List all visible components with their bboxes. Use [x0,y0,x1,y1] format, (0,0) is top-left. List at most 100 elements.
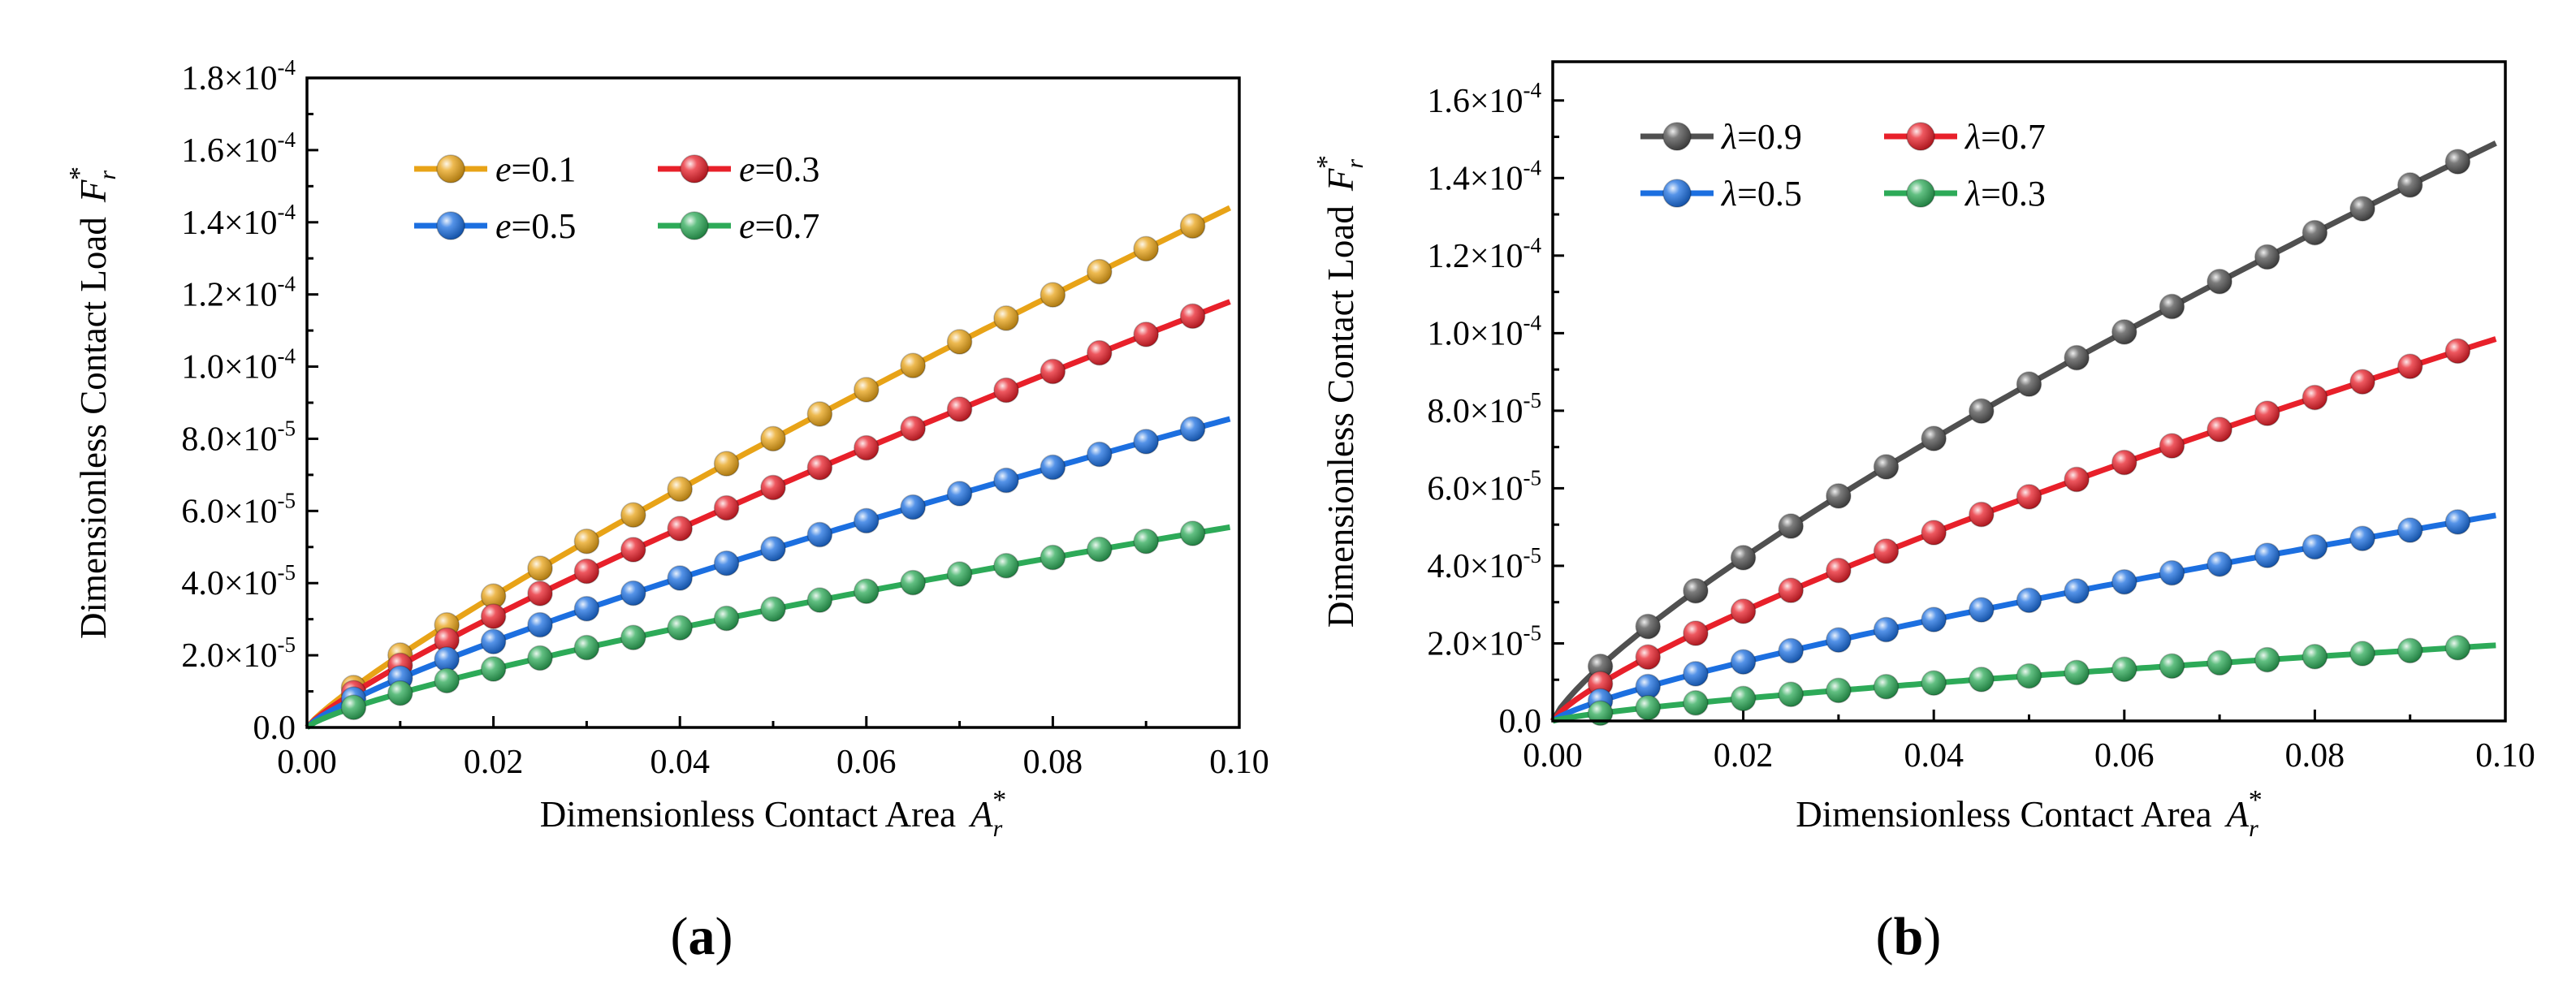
legend-marker-shine [1907,123,1934,150]
data-point-shine [1826,483,1851,508]
data-point-shine [2254,647,2280,672]
data-point-shine [1969,667,1994,692]
data-point-shine [2111,657,2137,682]
data-point-shine [1921,607,1947,632]
data-point-shine [2350,641,2375,667]
legend-item: e=0.5 [414,206,576,246]
data-point-shine [528,581,552,606]
data-point-shine [1588,654,1613,679]
legend-item: e=0.7 [658,206,819,246]
legend-label: e=0.3 [739,149,819,189]
legend-marker-shine [437,212,465,240]
data-point-shine [947,329,972,354]
data-point-shine [901,494,926,520]
legend-item: e=0.1 [414,149,576,189]
legend-item: e=0.3 [658,149,819,189]
data-point-shine [620,625,646,650]
data-point-shine [620,581,646,606]
data-point-shine [2064,660,2090,685]
data-point-shine [1087,340,1112,365]
data-point-shine [854,508,879,533]
legend: λ=0.9 λ=0.7 λ=0.5 λ=0.3 [1640,117,2046,214]
data-point-shine [1683,661,1708,686]
data-point-shine [901,570,926,595]
legend-item: λ=0.5 [1640,174,1802,214]
data-point-shine [1180,304,1205,329]
legend-marker-shine [1663,179,1691,207]
y-axis: 0.0 2.0×10-5 4.0×10-5 6.0×10-5 8.0×10-5 1.0×1… [1427,78,1564,740]
data-point-shine [714,550,739,576]
data-point-shine [807,588,832,613]
plot-frame [1551,60,2507,723]
y-tick-label: 2.0×10-5 [181,632,296,675]
data-point-shine [2159,560,2185,585]
data-point-shine [947,397,972,422]
data-point-shine [2397,172,2423,197]
y-tick-label: 8.0×10-5 [1427,388,1541,430]
data-point-shine [2445,635,2470,660]
data-point-shine [1134,322,1159,347]
data-point-shine [761,475,785,500]
y-tick-label: 6.0×10-5 [181,488,296,530]
y-axis: 0.0 2.0×10-5 4.0×10-5 6.0×10-5 8.0×10-5 1.0×1… [181,55,318,747]
data-point-shine [341,695,366,720]
legend-marker-shine [1907,179,1934,207]
legend-marker-shine [681,212,708,240]
x-tick-label: 0.00 [277,744,337,781]
data-point-shine [1731,598,1756,624]
data-point-shine [901,353,926,378]
data-point-shine [1779,638,1804,663]
legend-label: e=0.1 [495,149,576,189]
data-point-shine [854,435,879,460]
x-axis: 0.00 0.02 0.04 0.06 0.08 0.10 [277,716,1269,781]
data-point-shine [1087,442,1112,467]
data-point-shine [1874,538,1899,563]
data-point-shine [2207,650,2232,675]
data-point-shine [901,416,926,441]
data-point-shine [2350,196,2375,222]
data-point-shine [994,553,1018,578]
x-tick-label: 0.08 [2285,737,2345,775]
x-tick-label: 0.02 [464,744,524,781]
data-point-shine [668,477,693,502]
data-point-shine [1969,502,1994,527]
legend-marker-shine [437,155,465,183]
data-point-shine [2064,345,2090,370]
data-point-shine [1874,617,1899,642]
data-point-shine [2207,551,2232,576]
data-point-shine [854,377,879,402]
x-axis-title: Dimensionless Contact Area Ar* [1796,785,2263,842]
data-point-shine [1636,645,1661,670]
data-point-shine [2159,294,2185,319]
data-point-shine [994,305,1018,330]
data-point-shine [481,584,506,609]
data-point-shine [2064,467,2090,492]
data-point-shine [2397,354,2423,379]
legend-label: e=0.5 [495,206,576,246]
data-point-shine [714,495,739,520]
data-point-shine [994,378,1018,403]
data-point-shine [761,536,785,561]
data-point-shine [434,628,460,653]
series-e=0.3 [305,299,1231,730]
data-point-shine [2159,654,2185,679]
legend-item: λ=0.9 [1640,117,1802,157]
data-point-shine [1826,628,1851,653]
data-point-shine [2302,220,2327,245]
legend: e=0.1 e=0.3 e=0.5 e=0.7 [414,149,819,246]
data-point-shine [1087,259,1112,284]
x-tick-label: 0.04 [1904,737,1964,775]
data-point-shine [761,426,785,451]
data-point-shine [2207,269,2232,294]
data-point-shine [807,455,832,480]
data-point-shine [761,597,785,622]
data-point-shine [2016,372,2042,397]
data-point-shine [2397,638,2423,663]
data-point-shine [2302,644,2327,669]
x-tick-label: 0.00 [1523,737,1583,775]
data-point-shine [387,680,413,706]
y-tick-label: 2.0×10-5 [1427,620,1541,663]
y-axis-title: Dimensionless Contact LoadFr* [1312,155,1368,628]
data-point-shine [1731,650,1756,675]
data-point-shine [1779,514,1804,539]
